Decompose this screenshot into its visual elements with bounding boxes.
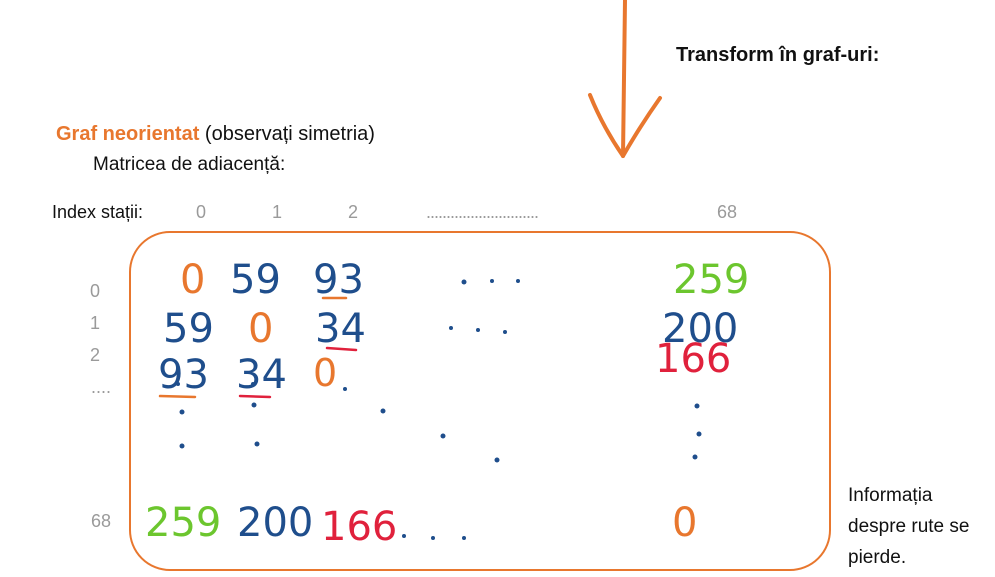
cell-0-0: 0 — [180, 257, 205, 303]
cell-1-0: 59 — [163, 306, 214, 352]
row-index-2: 2 — [90, 345, 101, 365]
col-index-0: 0 — [196, 202, 207, 222]
cell-2-2: 0 — [313, 351, 337, 395]
cell-68-0: 259 — [145, 500, 221, 546]
matrix-box — [129, 231, 831, 571]
graph-title-rest: (observați simetria) — [199, 123, 375, 145]
row-index-ellipsis: .... — [91, 377, 112, 397]
col-index-68: 68 — [717, 202, 738, 222]
cell-2-68: 166 — [655, 336, 731, 382]
cell-2-1: 34 — [236, 352, 287, 398]
graph-title: Graf neorientat (observați simetria) — [56, 123, 375, 146]
heading-transform: Transform în graf-uri: — [676, 44, 880, 66]
cell-1-1: 0 — [248, 306, 273, 352]
info-note: Informația despre rute se pierde. — [848, 485, 970, 568]
col-index-2: 2 — [348, 202, 359, 222]
arrow-down-icon — [588, 0, 662, 158]
row-index-0: 0 — [90, 281, 101, 301]
cell-1-2: 34 — [315, 306, 366, 352]
cell-0-68: 259 — [673, 257, 749, 303]
matrix-label: Matricea de adiacență: — [93, 154, 286, 175]
index-label: Index stații: — [52, 202, 144, 222]
cell-0-1: 59 — [230, 257, 281, 303]
graph-title-accent: Graf neorientat — [56, 123, 200, 145]
cell-0-2: 93 — [313, 257, 364, 303]
col-index-ellipsis: ............................ — [426, 202, 539, 222]
row-index-68: 68 — [91, 511, 112, 531]
ellipsis-dots — [176, 279, 702, 540]
row-index-1: 1 — [90, 313, 101, 333]
col-index-1: 1 — [272, 202, 283, 222]
cell-68-2: 166 — [321, 504, 397, 550]
symmetry-underlines — [158, 296, 358, 399]
cell-68-1: 200 — [237, 500, 313, 546]
cell-2-0: 93 — [158, 352, 209, 398]
cell-1-68: 200 — [662, 306, 738, 352]
cell-68-68: 0 — [672, 500, 697, 546]
